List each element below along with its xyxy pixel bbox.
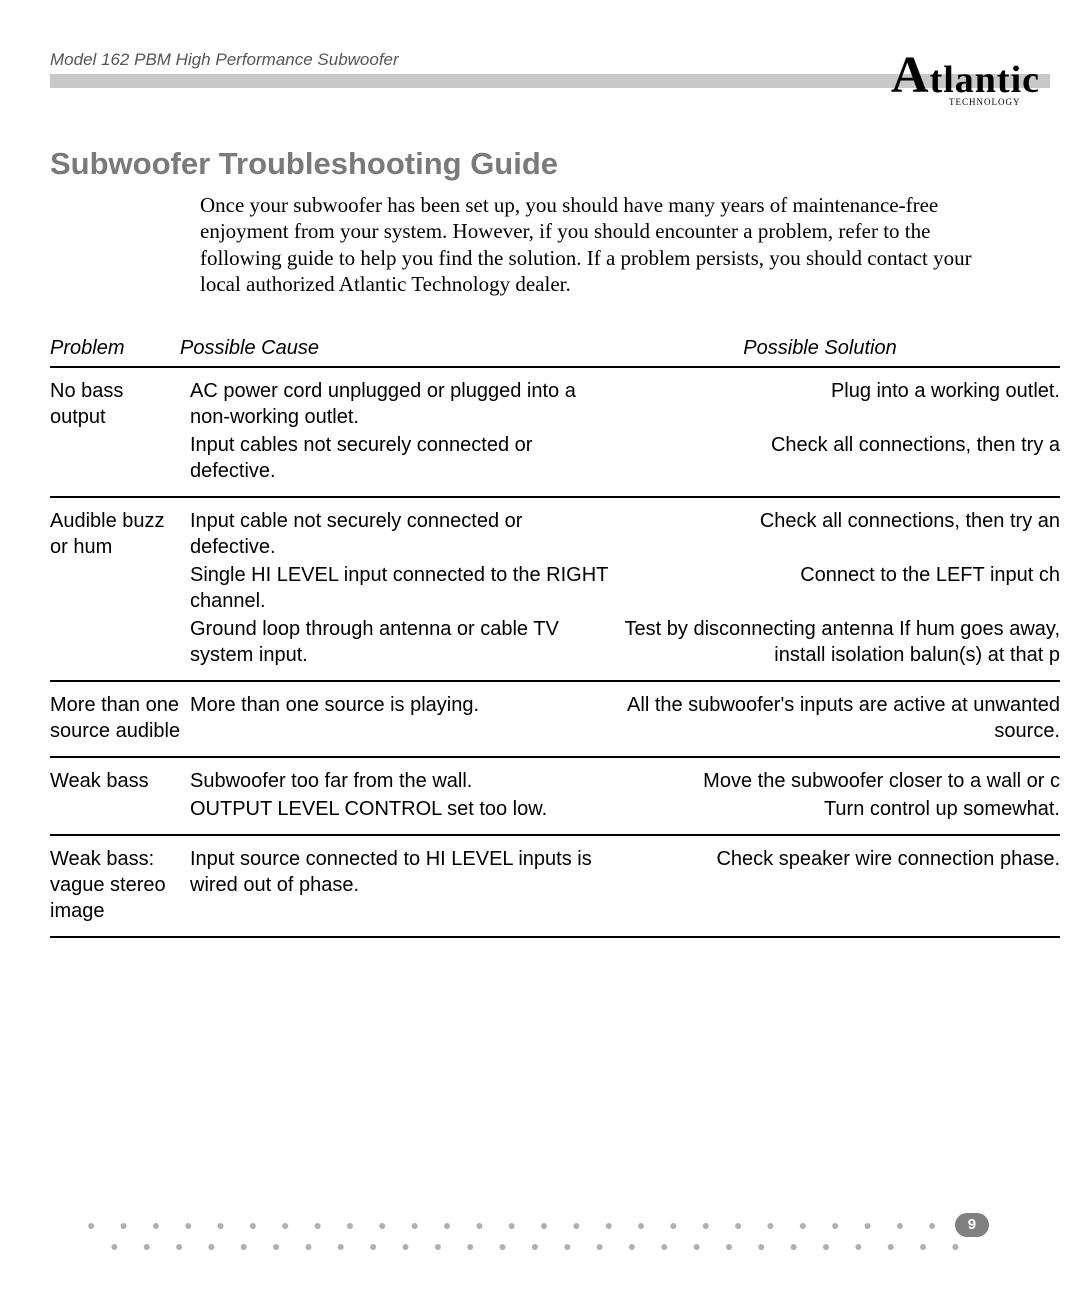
cell-cause: Ground loop through antenna or cable TV …	[190, 616, 620, 668]
cell-solution: Turn control up somewhat.	[620, 796, 1060, 822]
cell-cause: Input cable not securely connected or de…	[190, 508, 620, 560]
section-intro-paragraph: Once your subwoofer has been set up, you…	[200, 192, 990, 297]
table-row: Ground loop through antenna or cable TV …	[50, 616, 1060, 668]
table-row: More than one source audibleMore than on…	[50, 692, 1060, 744]
footer-dots-left: ● ● ● ● ● ● ● ● ● ● ● ● ● ● ● ● ● ● ● ● …	[87, 1217, 946, 1233]
table-group: No bass outputAC power cord unplugged or…	[50, 366, 1060, 496]
page-footer: ● ● ● ● ● ● ● ● ● ● ● ● ● ● ● ● ● ● ● ● …	[0, 1213, 1080, 1255]
cell-solution: Check all connections, then try a	[620, 432, 1060, 484]
brand-logo: Atlantic TECHNOLOGY	[891, 46, 1040, 107]
cell-problem: Weak bass	[50, 768, 190, 794]
cell-cause: AC power cord unplugged or plugged into …	[190, 378, 620, 430]
cell-problem: Weak bass: vague stereo image	[50, 846, 190, 924]
cell-solution: All the subwoofer's inputs are active at…	[620, 692, 1060, 744]
table-row: Weak bassSubwoofer too far from the wall…	[50, 768, 1060, 794]
cell-solution: Test by disconnecting antenna If hum goe…	[620, 616, 1060, 668]
table-row: Weak bass: vague stereo imageInput sourc…	[50, 846, 1060, 924]
cell-problem: No bass output	[50, 378, 190, 430]
col-header-cause: Possible Cause	[180, 337, 580, 360]
table-column-headers: Problem Possible Cause Possible Solution	[50, 337, 1060, 360]
manual-page: Model 162 PBM High Performance Subwoofer…	[0, 0, 1080, 1311]
cell-solution: Connect to the LEFT input ch	[620, 562, 1060, 614]
troubleshooting-table: Problem Possible Cause Possible Solution…	[50, 337, 1060, 938]
cell-cause: More than one source is playing.	[190, 692, 620, 744]
page-number-badge: 9	[955, 1213, 989, 1237]
cell-problem	[50, 562, 190, 614]
table-group: Weak bassSubwoofer too far from the wall…	[50, 756, 1060, 834]
cell-solution: Move the subwoofer closer to a wall or c	[620, 768, 1060, 794]
col-header-solution: Possible Solution	[580, 337, 1060, 360]
table-row: Single HI LEVEL input connected to the R…	[50, 562, 1060, 614]
table-row: Audible buzz or humInput cable not secur…	[50, 508, 1060, 560]
cell-cause: OUTPUT LEVEL CONTROL set too low.	[190, 796, 620, 822]
cell-solution: Check speaker wire connection phase.	[620, 846, 1060, 924]
cell-solution: Plug into a working outlet.	[620, 378, 1060, 430]
footer-dots-right: ● ● ● ● ● ● ● ● ● ● ● ● ● ● ● ● ● ● ● ● …	[110, 1238, 969, 1254]
cell-problem: Audible buzz or hum	[50, 508, 190, 560]
table-group: Audible buzz or humInput cable not secur…	[50, 496, 1060, 680]
table-row: Input cables not securely connected or d…	[50, 432, 1060, 484]
cell-problem	[50, 616, 190, 668]
cell-cause: Input cables not securely connected or d…	[190, 432, 620, 484]
table-group: More than one source audibleMore than on…	[50, 680, 1060, 756]
table-group: Weak bass: vague stereo imageInput sourc…	[50, 834, 1060, 938]
col-header-problem: Problem	[50, 337, 180, 360]
cell-cause: Input source connected to HI LEVEL input…	[190, 846, 620, 924]
table-row: No bass outputAC power cord unplugged or…	[50, 378, 1060, 430]
cell-cause: Subwoofer too far from the wall.	[190, 768, 620, 794]
cell-problem	[50, 432, 190, 484]
cell-cause: Single HI LEVEL input connected to the R…	[190, 562, 620, 614]
cell-problem: More than one source audible	[50, 692, 190, 744]
section-title: Subwoofer Troubleshooting Guide	[50, 146, 1050, 182]
table-row: OUTPUT LEVEL CONTROL set too low.Turn co…	[50, 796, 1060, 822]
cell-solution: Check all connections, then try an	[620, 508, 1060, 560]
cell-problem	[50, 796, 190, 822]
